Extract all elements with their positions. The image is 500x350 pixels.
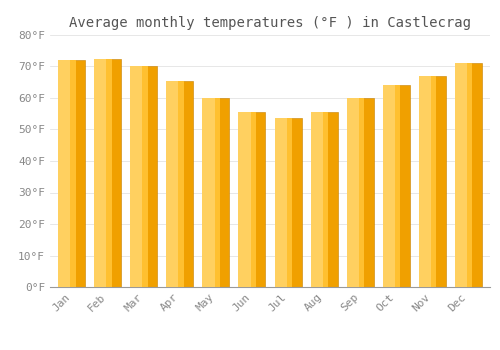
Bar	[274, 118, 286, 287]
Bar	[382, 85, 410, 287]
Bar	[455, 63, 482, 287]
Bar	[130, 66, 158, 287]
Bar	[58, 60, 85, 287]
Bar	[455, 63, 467, 287]
Bar	[214, 98, 220, 287]
Bar	[467, 63, 472, 287]
Bar	[106, 58, 112, 287]
Bar	[286, 118, 292, 287]
Bar	[310, 112, 322, 287]
Bar	[70, 60, 76, 287]
Bar	[359, 98, 364, 287]
Bar	[346, 98, 359, 287]
Bar	[130, 66, 142, 287]
Bar	[346, 98, 374, 287]
Title: Average monthly temperatures (°F ) in Castlecrag: Average monthly temperatures (°F ) in Ca…	[69, 16, 471, 30]
Bar	[431, 76, 436, 287]
Bar	[94, 58, 121, 287]
Bar	[166, 80, 178, 287]
Bar	[178, 80, 184, 287]
Bar	[250, 112, 256, 287]
Bar	[322, 112, 328, 287]
Bar	[202, 98, 214, 287]
Bar	[419, 76, 446, 287]
Bar	[419, 76, 431, 287]
Bar	[166, 80, 194, 287]
Bar	[238, 112, 266, 287]
Bar	[94, 58, 106, 287]
Bar	[238, 112, 250, 287]
Bar	[142, 66, 148, 287]
Bar	[395, 85, 400, 287]
Bar	[382, 85, 395, 287]
Bar	[310, 112, 338, 287]
Bar	[58, 60, 70, 287]
Bar	[274, 118, 301, 287]
Bar	[202, 98, 230, 287]
